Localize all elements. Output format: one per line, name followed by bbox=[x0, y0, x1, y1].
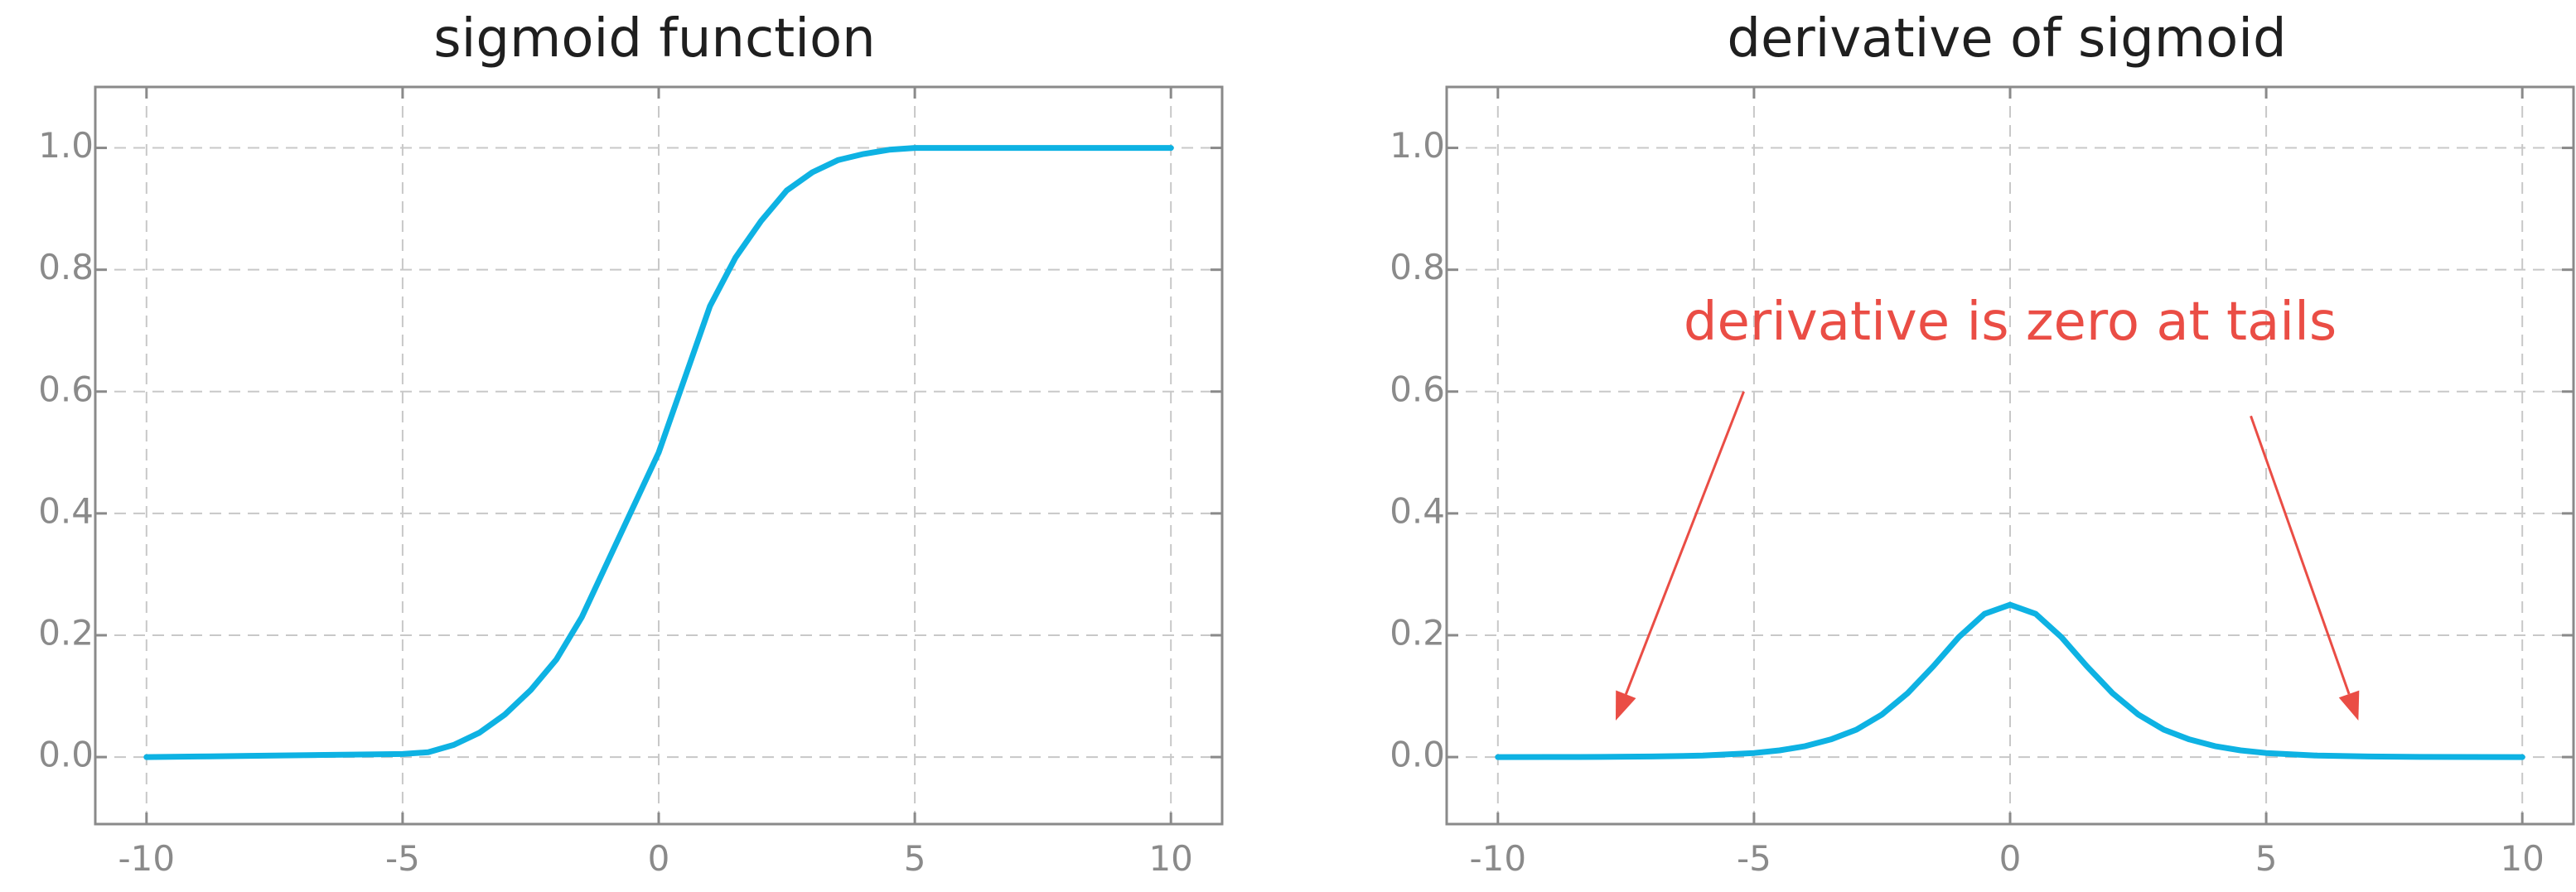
x-tick-label: 10 bbox=[1148, 838, 1192, 879]
annotation-arrowhead bbox=[2338, 690, 2360, 721]
x-tick-label: 10 bbox=[2500, 838, 2544, 879]
y-tick-label: 0.2 bbox=[1389, 612, 1445, 653]
chart-title: derivative of sigmoid bbox=[1727, 8, 2286, 70]
annotation-arrow bbox=[2250, 415, 2351, 695]
x-tick-label: 5 bbox=[2255, 838, 2278, 879]
y-tick-label: 0.8 bbox=[38, 247, 94, 287]
x-tick-label: -10 bbox=[1470, 838, 1527, 879]
x-tick-label: -10 bbox=[118, 838, 176, 879]
y-tick-label: 0.4 bbox=[1389, 490, 1445, 531]
y-tick-label: 0.4 bbox=[38, 490, 94, 531]
y-tick-label: 0.0 bbox=[38, 735, 94, 775]
y-tick-label: 0.2 bbox=[38, 612, 94, 653]
y-tick-label: 1.0 bbox=[1389, 125, 1445, 166]
series-line bbox=[1495, 601, 2525, 760]
y-tick-label: 0.8 bbox=[1389, 247, 1445, 287]
x-tick-label: -5 bbox=[385, 838, 420, 879]
y-tick-label: 1.0 bbox=[38, 125, 94, 166]
annotation-text: derivative is zero at tails bbox=[1684, 292, 2337, 353]
y-tick-label: 0.6 bbox=[1389, 369, 1445, 409]
x-tick-label: 0 bbox=[648, 838, 670, 879]
y-tick-label: 0.0 bbox=[1389, 735, 1445, 775]
derivative-chart: derivative of sigmoid -10 -5 0 5 10 0.0 0.2 0.4… bbox=[1389, 8, 2575, 879]
annotation-arrow bbox=[1624, 391, 1745, 695]
chart-title: sigmoid function bbox=[433, 8, 875, 70]
y-tick-label: 0.6 bbox=[38, 369, 94, 409]
series-line bbox=[143, 145, 1174, 760]
x-tick-label: 5 bbox=[904, 838, 926, 879]
x-tick-label: 0 bbox=[1999, 838, 2022, 879]
x-tick-label: -5 bbox=[1737, 838, 1771, 879]
sigmoid-chart: sigmoid function -10 -5 0 5 10 0.0 0.2 0.4 0.6 0.… bbox=[38, 8, 1224, 879]
annotation-arrowhead bbox=[1616, 690, 1636, 721]
